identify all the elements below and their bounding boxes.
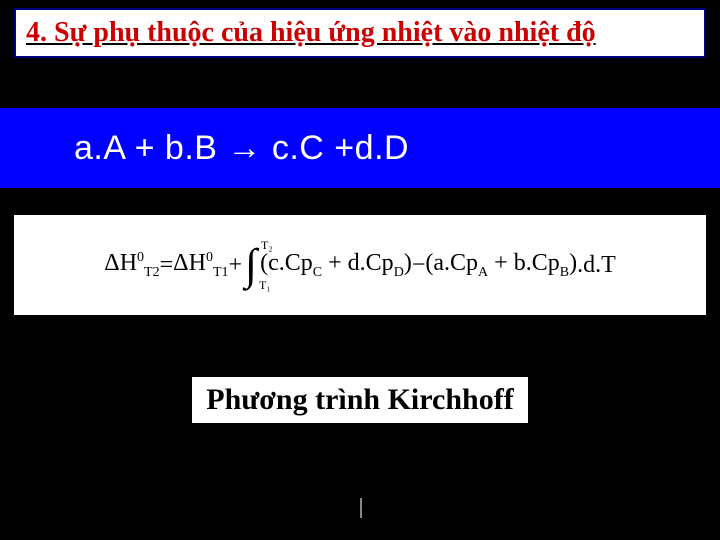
formula-dh-t2: ΔH0T2 xyxy=(104,250,159,281)
slide-root: 4. Sự phụ thuộc của hiệu ứng nhiệt vào n… xyxy=(0,0,720,540)
slide-title: 4. Sự phụ thuộc của hiệu ứng nhiệt vào n… xyxy=(26,17,596,49)
formula-plus1: + xyxy=(229,252,243,279)
title-number: 4. xyxy=(26,17,47,48)
integral-icon: T₂ ∫ T₁ xyxy=(245,247,257,282)
kirchhoff-formula: ΔH0T2 = ΔH0T1 + T₂ ∫ T₁ (c.CpC + d.CpD) … xyxy=(104,247,615,282)
reaction-lhs: a.A + b.B xyxy=(74,129,217,167)
reaction-band: a.A + b.B → c.C +d.D xyxy=(0,108,720,188)
reaction-arrow: → xyxy=(227,129,262,167)
formula-eq: = xyxy=(160,252,174,279)
formula-dh-t1: ΔH0T1 xyxy=(173,250,228,281)
kirchhoff-band: Phương trình Kirchhoff xyxy=(0,370,720,430)
title-box: 4. Sự phụ thuộc của hiệu ứng nhiệt vào n… xyxy=(14,8,706,58)
kirchhoff-label: Phương trình Kirchhoff xyxy=(192,377,527,423)
formula-products: (c.CpC + d.CpD) xyxy=(260,250,412,281)
divider-icon xyxy=(360,498,362,518)
reaction-gap1 xyxy=(217,129,227,167)
formula-dT: .d.T xyxy=(577,252,616,279)
reaction-rhs: c.C +d.D xyxy=(272,129,409,167)
reaction-gap2 xyxy=(262,129,272,167)
formula-box: ΔH0T2 = ΔH0T1 + T₂ ∫ T₁ (c.CpC + d.CpD) … xyxy=(14,215,706,315)
title-text: Sự phụ thuộc của hiệu ứng nhiệt vào nhiệ… xyxy=(47,17,596,48)
formula-minus: − xyxy=(412,252,426,279)
formula-reactants: (a.CpA + b.CpB) xyxy=(425,250,577,281)
reaction-equation: a.A + b.B → c.C +d.D xyxy=(0,129,409,168)
